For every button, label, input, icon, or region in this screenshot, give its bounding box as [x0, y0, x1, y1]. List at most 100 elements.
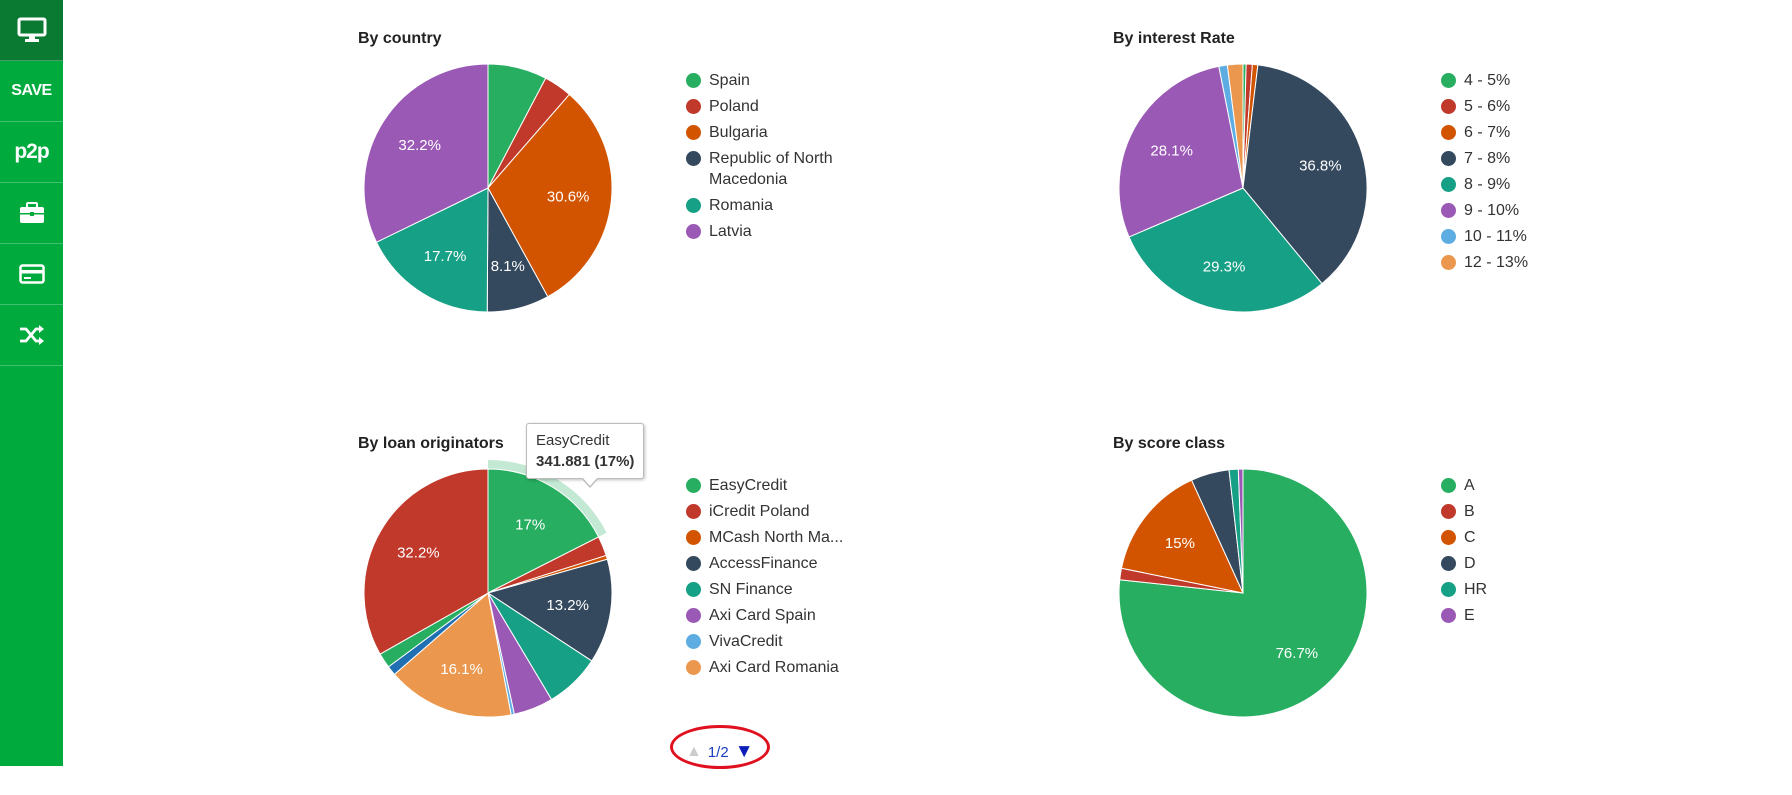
chart-tooltip: EasyCredit 341.881 (17%): [526, 423, 645, 488]
nav-item-save[interactable]: SAVE: [0, 61, 63, 122]
pie-data-label: 32.2%: [397, 544, 440, 561]
legend-label: 4 - 5%: [1464, 72, 1511, 89]
legend-swatch: [1441, 229, 1456, 244]
legend-label: Poland: [709, 98, 759, 115]
legend-swatch: [1441, 504, 1456, 519]
legend: EasyCredit iCredit Poland MCash North Ma..…: [686, 475, 871, 683]
legend-swatch: [1441, 255, 1456, 270]
nav-item-shuffle[interactable]: [0, 305, 63, 366]
nav-item-card[interactable]: [0, 244, 63, 305]
pie-slice-axi-card-romania[interactable]: [393, 592, 512, 718]
legend-item-republic-of-north-macedonia[interactable]: Republic of North Macedonia: [686, 148, 871, 190]
legend-item-a[interactable]: A: [1441, 475, 1626, 496]
chart-panel-score-class: By score class 76.7% 15% A B C D HR E: [1113, 435, 1673, 795]
pie-slice-easycredit[interactable]: [487, 468, 600, 594]
legend-item-6-7[interactable]: 6 - 7%: [1441, 122, 1626, 143]
nav-item-portfolio[interactable]: [0, 183, 63, 244]
legend-label: Axi Card Romania: [709, 659, 839, 676]
pie-slice-romania[interactable]: [375, 187, 489, 313]
legend-item-bulgaria[interactable]: Bulgaria: [686, 122, 871, 143]
pie-slice-7-8[interactable]: [1242, 64, 1368, 285]
nav-item-p2p[interactable]: p2p: [0, 122, 63, 183]
pie-slice-9-10[interactable]: [1118, 65, 1244, 238]
chart-title: By score class: [1113, 435, 1226, 452]
legend: Spain Poland Bulgaria Republic of North Mac…: [686, 70, 871, 247]
legend-swatch: [1441, 177, 1456, 192]
legend-item-4-5[interactable]: 4 - 5%: [1441, 70, 1626, 91]
pager-text: 1/2: [707, 743, 729, 761]
legend-label: VivaCredit: [709, 633, 783, 650]
legend-item-icredit-poland[interactable]: iCredit Poland: [686, 501, 871, 522]
legend-item-poland[interactable]: Poland: [686, 96, 871, 117]
legend-swatch: [1441, 530, 1456, 545]
legend-item-romania[interactable]: Romania: [686, 195, 871, 216]
legend-item-9-10[interactable]: 9 - 10%: [1441, 200, 1626, 221]
legend-item-c[interactable]: C: [1441, 527, 1626, 548]
legend-swatch: [1441, 608, 1456, 623]
legend-item-mcash-north-ma[interactable]: MCash North Ma...: [686, 527, 871, 548]
legend-label: Bulgaria: [709, 124, 768, 141]
tooltip-label: EasyCredit: [536, 432, 610, 449]
pie-chart-interest-rate: 36.8% 29.3% 28.1%: [1118, 63, 1368, 313]
arrow-down-icon[interactable]: ▼: [734, 741, 754, 762]
chart-title: By country: [358, 30, 442, 47]
chart-panel-interest-rate: By interest Rate 36.8% 29.3% 28.1% 4 - 5% 5…: [1113, 30, 1673, 390]
legend-item-accessfinance[interactable]: AccessFinance: [686, 553, 871, 574]
legend-item-spain[interactable]: Spain: [686, 70, 871, 91]
legend-swatch: [686, 73, 701, 88]
pie-slice-12-13[interactable]: [1226, 63, 1244, 189]
legend: A B C D HR E: [1441, 475, 1626, 631]
legend-item-5-6[interactable]: 5 - 6%: [1441, 96, 1626, 117]
legend-item-axi-card-spain[interactable]: Axi Card Spain: [686, 605, 871, 626]
legend-item-7-8[interactable]: 7 - 8%: [1441, 148, 1626, 169]
legend-item-hr[interactable]: HR: [1441, 579, 1626, 600]
pie-slice-latvia[interactable]: [363, 63, 489, 243]
legend-item-latvia[interactable]: Latvia: [686, 221, 871, 242]
nav-item-dashboard[interactable]: [0, 0, 63, 61]
pie-data-label: 13.2%: [546, 597, 589, 614]
pie-slice-8-9[interactable]: [1128, 187, 1323, 313]
credit-card-icon: [18, 264, 45, 284]
pie-slice-bulgaria[interactable]: [487, 93, 613, 298]
chart-panel-country: By country 30.6% 8.1% 17.7% 32.2% Spain Pola…: [358, 30, 918, 390]
pie-slice-e[interactable]: [1237, 468, 1244, 594]
legend-label: D: [1464, 555, 1476, 572]
legend-label: E: [1464, 607, 1475, 624]
legend-item-b[interactable]: B: [1441, 501, 1626, 522]
legend-label: Axi Card Spain: [709, 607, 816, 624]
legend-item-10-11[interactable]: 10 - 11%: [1441, 226, 1626, 247]
legend-item-12-13[interactable]: 12 - 13%: [1441, 252, 1626, 273]
pie-data-label: 32.2%: [398, 137, 441, 154]
pie-chart-country: 30.6% 8.1% 17.7% 32.2%: [363, 63, 613, 313]
legend-item-sn-finance[interactable]: SN Finance: [686, 579, 871, 600]
legend-item-vivacredit[interactable]: VivaCredit: [686, 631, 871, 652]
legend-label: A: [1464, 477, 1475, 494]
legend-swatch: [1441, 203, 1456, 218]
legend-swatch: [1441, 478, 1456, 493]
arrow-up-icon[interactable]: ▲: [686, 743, 702, 760]
legend-label: 7 - 8%: [1464, 150, 1511, 167]
pie-slice-accessfinance[interactable]: [486, 558, 613, 662]
pie-data-label: 8.1%: [491, 258, 525, 275]
pie-data-label: 16.1%: [440, 661, 483, 678]
legend-swatch: [1441, 73, 1456, 88]
legend-swatch: [686, 125, 701, 140]
legend-swatch: [686, 504, 701, 519]
legend-item-axi-card-romania[interactable]: Axi Card Romania: [686, 657, 871, 678]
pie-slice-c[interactable]: [1120, 479, 1244, 594]
legend-item-d[interactable]: D: [1441, 553, 1626, 574]
pie-data-label: 17%: [515, 516, 545, 533]
legend-item-e[interactable]: E: [1441, 605, 1626, 626]
legend-swatch: [686, 634, 701, 649]
pie-data-label: 76.7%: [1276, 645, 1319, 662]
legend-swatch: [686, 224, 701, 239]
legend-item-easycredit[interactable]: EasyCredit: [686, 475, 871, 496]
legend-swatch: [686, 582, 701, 597]
legend-swatch: [686, 151, 701, 166]
legend-item-8-9[interactable]: 8 - 9%: [1441, 174, 1626, 195]
pie-slice[interactable]: [363, 468, 489, 655]
legend-swatch: [686, 660, 701, 675]
legend-label: iCredit Poland: [709, 503, 810, 520]
chart-title: By loan originators: [358, 435, 504, 452]
legend-swatch: [1441, 151, 1456, 166]
